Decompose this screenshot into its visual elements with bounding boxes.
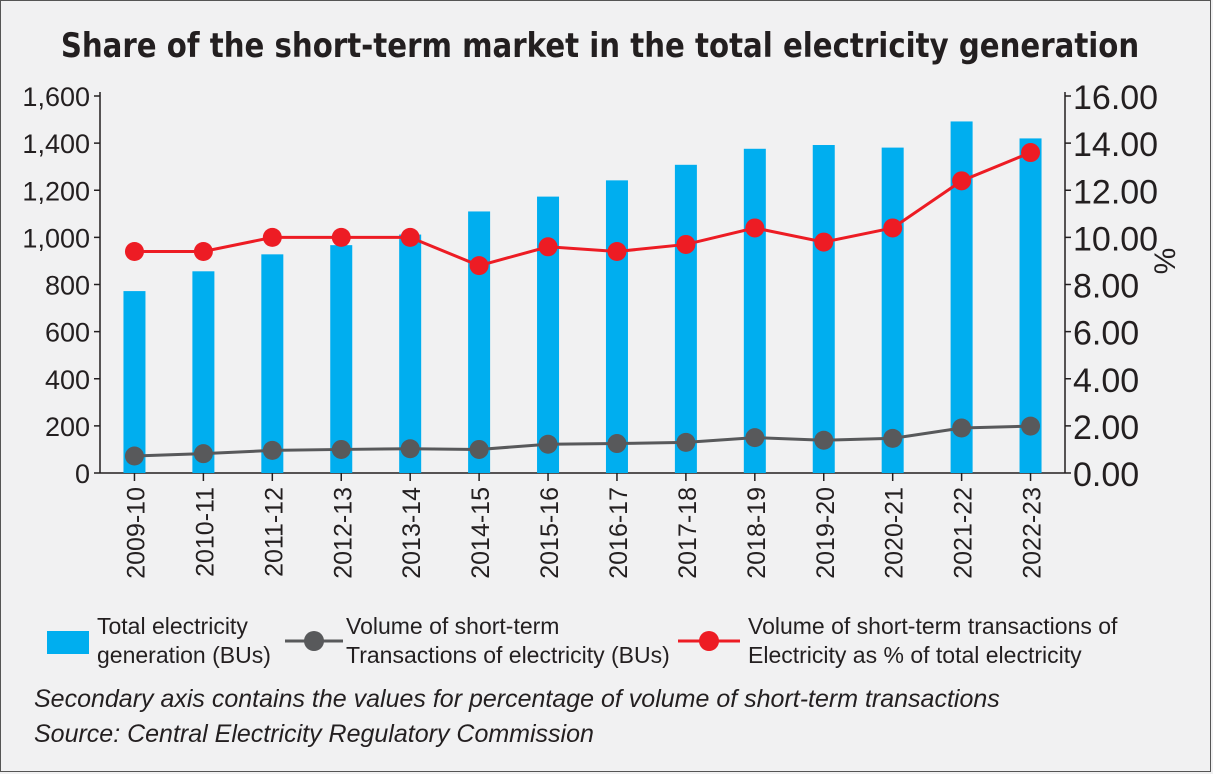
y-right-tick-label: 10.00 [1073, 220, 1158, 258]
y-left-tick-label: 1,400 [22, 129, 90, 159]
legend-bar-swatch [47, 631, 89, 654]
x-tick-label: 2018-19 [743, 487, 771, 579]
y-right-tick-label: 12.00 [1073, 173, 1158, 211]
legend-red-swatch [678, 631, 740, 651]
short-term-volume-line [134, 424, 1031, 458]
x-tick-label: 2019-20 [812, 487, 840, 579]
short-term-volume-point [952, 418, 972, 438]
bar [537, 196, 560, 473]
y-left-tick-label: 600 [45, 318, 90, 348]
legend-red-line2: Electricity as % of total electricity [748, 642, 1082, 668]
short-term-percent-point [193, 242, 213, 262]
x-tick-label: 2017-18 [674, 487, 702, 579]
x-tick-label: 2012-13 [329, 487, 357, 579]
bar [950, 121, 973, 473]
y-right-tick-label: 0.00 [1073, 456, 1139, 494]
y-left-tick-label: 200 [45, 412, 90, 442]
short-term-percent-point [1021, 143, 1041, 163]
short-term-percent-point [883, 218, 903, 238]
short-term-percent-point [607, 242, 627, 262]
short-term-volume-point [676, 432, 696, 452]
bar [881, 147, 904, 473]
short-term-volume-point [538, 434, 558, 454]
y-left-tick-label: 1,600 [22, 82, 90, 112]
legend-red-label: Volume of short-term transactions of Ele… [748, 612, 1117, 670]
source-note: Source: Central Electricity Regulatory C… [34, 720, 594, 748]
bar [743, 148, 766, 473]
short-term-volume-point [745, 428, 765, 448]
short-term-percent-point [469, 256, 489, 276]
short-term-percent-point [952, 171, 972, 191]
short-term-volume-point [124, 446, 144, 466]
x-tick-label: 2021-22 [950, 487, 978, 579]
y-right-tick-label: 8.00 [1073, 268, 1139, 306]
bar [468, 211, 491, 474]
y-right-tick-label: 16.00 [1073, 79, 1158, 117]
y-left-tick-label: 1,000 [22, 223, 90, 253]
x-tick-label: 2014-15 [467, 487, 495, 579]
y-right-tick-label: 14.00 [1073, 126, 1158, 164]
y-left-tick-label: 800 [45, 271, 90, 301]
short-term-percent-line [134, 151, 1032, 268]
legend-red-line1: Volume of short-term transactions of [748, 613, 1118, 639]
short-term-volume-point [193, 444, 213, 464]
short-term-volume-point [883, 428, 903, 448]
short-term-percent-point [400, 227, 420, 247]
short-term-volume-point [469, 439, 489, 459]
y-right-tick-label: 6.00 [1073, 315, 1139, 353]
bar [192, 271, 215, 473]
legend-bar-line1: Total electricity [97, 613, 248, 639]
bar [605, 180, 628, 473]
y-left-tick-label: 0 [75, 459, 90, 489]
y-right-tick-label: 4.00 [1073, 362, 1139, 400]
bar [261, 254, 284, 473]
bar [674, 164, 697, 474]
x-tick-label: 2010-11 [191, 487, 219, 577]
legend-gray-label: Volume of short-term Transactions of ele… [346, 612, 670, 670]
x-tick-label: 2016-17 [605, 487, 633, 579]
legend-bar-label: Total electricity generation (BUs) [97, 612, 271, 670]
legend-gray-line1: Volume of short-term [346, 613, 560, 639]
legend-gray-line2: Transactions of electricity (BUs) [346, 642, 670, 668]
short-term-percent-point [538, 237, 558, 257]
short-term-percent-point [262, 227, 282, 247]
y-right-tick-label: 2.00 [1073, 409, 1139, 447]
short-term-volume-point [814, 430, 834, 450]
x-tick-label: 2020-21 [881, 487, 909, 579]
y-left-tick-label: 400 [45, 365, 90, 395]
short-term-percent-point [124, 242, 144, 262]
short-term-percent-point [745, 218, 765, 238]
short-term-volume-point [400, 439, 420, 459]
short-term-volume-point [607, 434, 627, 454]
short-term-volume-point [331, 439, 351, 459]
short-term-percent-point [676, 234, 696, 254]
y-left-tick-label: 1,200 [22, 176, 90, 206]
short-term-percent-point [331, 227, 351, 247]
x-tick-label: 2022-23 [1019, 487, 1047, 579]
x-tick-label: 2015-16 [536, 487, 564, 579]
short-term-volume-point [1021, 416, 1041, 436]
short-term-volume-point [262, 440, 282, 460]
short-term-percent-point [814, 232, 834, 252]
bar [812, 145, 835, 473]
legend-bar-line2: generation (BUs) [97, 642, 271, 668]
x-tick-label: 2009-10 [122, 487, 150, 579]
bar [123, 291, 146, 473]
bar [330, 245, 353, 473]
bar [399, 234, 422, 473]
chart-title: Share of the short-term market in the to… [61, 27, 1139, 66]
x-tick-label: 2011-12 [260, 487, 288, 577]
secondary-axis-note: Secondary axis contains the values for p… [34, 685, 1000, 713]
bar [1019, 138, 1042, 473]
y-right-axis-label: % [1149, 248, 1182, 275]
legend-gray-swatch [285, 631, 343, 651]
x-tick-label: 2013-14 [398, 487, 426, 579]
